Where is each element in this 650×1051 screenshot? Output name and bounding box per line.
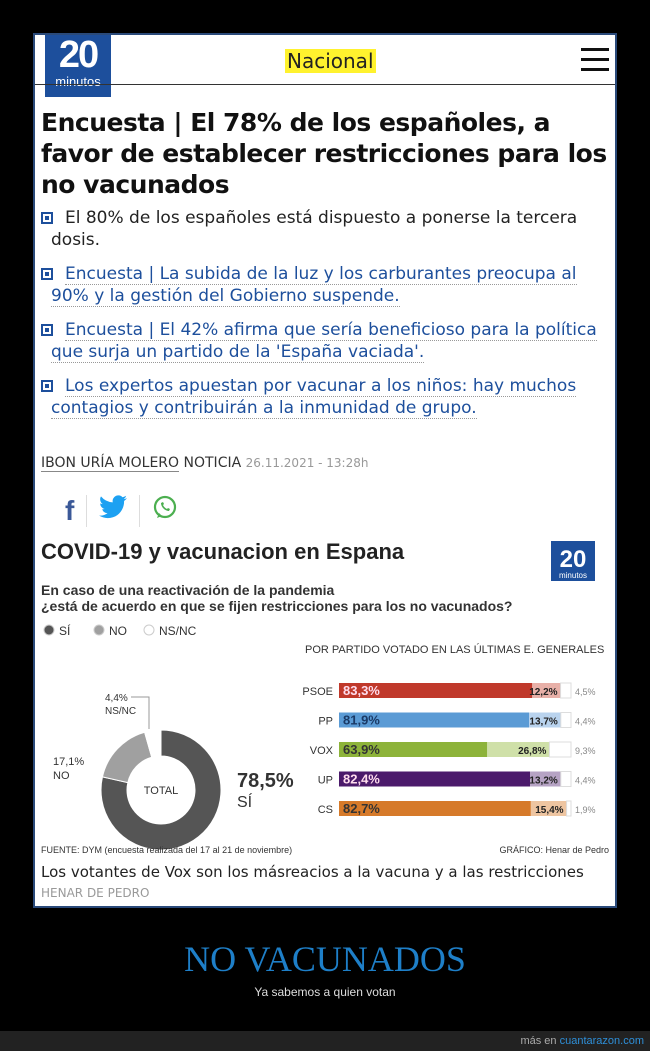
- whatsapp-icon[interactable]: [140, 495, 190, 527]
- bar-si: [339, 683, 533, 698]
- bar-si-label: 83,3%: [343, 683, 380, 698]
- bullet-icon: [41, 268, 53, 280]
- bar-nsnc-label: 4,4%: [575, 776, 596, 786]
- site-link[interactable]: cuantarazon.com: [559, 1035, 644, 1047]
- chart-source: FUENTE: DYM (encuesta realizada del 17 a…: [41, 845, 292, 855]
- meme-title: NO VACUNADOS: [184, 939, 466, 979]
- bar-si-label: 81,9%: [343, 713, 380, 728]
- bullet-icon: [41, 380, 53, 392]
- total-no-value: 17,1%: [53, 756, 84, 768]
- byline: IBON URÍA MOLERO NOTICIA 26.11.2021 - 13…: [41, 455, 369, 472]
- bar-no-label: 13,7%: [529, 717, 557, 728]
- related-item[interactable]: Los expertos apuestan por vacunar a los …: [41, 375, 616, 419]
- article-panel: 20 minutos Nacional Encuesta | El 78% de …: [33, 33, 617, 908]
- bar-category: CS: [318, 804, 333, 816]
- chart-logo-number: 20: [560, 546, 587, 573]
- bar-no: [529, 712, 561, 728]
- bar-si: [339, 771, 531, 787]
- bar-si-label: 82,7%: [343, 801, 380, 816]
- legend-label: NS/NC: [159, 624, 197, 638]
- image-caption: Los votantes de Vox son los másreacios a…: [41, 863, 584, 900]
- article-title: Encuesta | El 78% de los españoles, a fa…: [41, 108, 607, 199]
- bar-no-label: 15,4%: [535, 805, 563, 816]
- bar-no-label: 12,2%: [529, 687, 557, 698]
- chart-credit: GRÁFICO: Henar de Pedro: [499, 845, 609, 855]
- infographic-chart: COVID-19 y vacunacion en Espana 20minutos…: [41, 539, 609, 855]
- bar-si: [339, 742, 488, 757]
- bar-category: VOX: [310, 745, 334, 757]
- bullet-icon: [41, 324, 53, 336]
- related-link[interactable]: Encuesta | El 42% afirma que sería benef…: [51, 320, 597, 363]
- chart-subtitle-line: ¿está de acuerdo en que se fijen restric…: [41, 598, 513, 614]
- related-text: El 80% de los españoles está dispuesto a…: [51, 208, 578, 250]
- bar-nsnc-label: 9,3%: [575, 746, 596, 756]
- bars-title: POR PARTIDO VOTADO EN LAS ÚLTIMAS E. GEN…: [305, 643, 604, 656]
- chart-logo-word: minutos: [559, 571, 587, 580]
- bar-nsnc-label: 4,5%: [575, 687, 596, 697]
- total-si-value: 78,5%: [237, 770, 294, 792]
- bar-si: [339, 801, 531, 816]
- nsnc-leader-line: [131, 696, 150, 729]
- bar-nsnc: [560, 682, 572, 699]
- bar-no-label: 26,8%: [518, 746, 546, 757]
- total-no-label: NO: [53, 770, 70, 782]
- bar-si-label: 82,4%: [343, 772, 380, 787]
- bar-no: [530, 801, 567, 816]
- related-link[interactable]: Los expertos apuestan por vacunar a los …: [51, 376, 577, 419]
- related-list: El 80% de los españoles está dispuesto a…: [41, 207, 616, 431]
- donut-slice: [100, 729, 222, 851]
- bar-no: [530, 771, 561, 787]
- bar-category: PP: [318, 716, 333, 728]
- related-item: El 80% de los españoles está dispuesto a…: [41, 207, 616, 251]
- bar-nsnc: [566, 800, 572, 817]
- chart-subtitle-line: En caso de una reactivación de la pandem…: [41, 582, 335, 598]
- related-item[interactable]: Encuesta | La subida de la luz y los car…: [41, 263, 616, 307]
- bar-si-label: 63,9%: [343, 742, 380, 757]
- legend-swatch: [143, 624, 155, 636]
- donut-slice: [144, 729, 162, 758]
- hamburger-icon[interactable]: [581, 48, 609, 78]
- share-bar: f: [53, 495, 190, 527]
- legend-label: SÍ: [59, 623, 71, 638]
- bar-nsnc: [560, 771, 572, 787]
- donut-center-label: TOTAL: [144, 785, 178, 797]
- total-nsnc-value: 4,4%: [105, 693, 128, 704]
- legend-swatch: [93, 624, 105, 636]
- meme-subtitle: Ya sabemos a quien votan: [254, 985, 396, 999]
- bullet-icon: [41, 212, 53, 224]
- related-item[interactable]: Encuesta | El 42% afirma que sería benef…: [41, 319, 616, 363]
- donut-slice: [101, 731, 153, 784]
- bar-no-label: 13,2%: [529, 776, 557, 787]
- bar-category: UP: [318, 775, 333, 787]
- header-divider: [35, 84, 615, 85]
- bar-category: PSOE: [302, 686, 333, 698]
- facebook-icon[interactable]: f: [53, 495, 88, 527]
- bar-nsnc-label: 4,4%: [575, 717, 596, 727]
- site-logo[interactable]: 20 minutos: [45, 35, 111, 97]
- bar-nsnc: [548, 741, 572, 758]
- bar-nsnc-label: 1,9%: [575, 805, 596, 815]
- legend-swatch: [43, 624, 55, 636]
- footer-bar: más en cuantarazon.com: [0, 1031, 650, 1051]
- related-link[interactable]: Encuesta | La subida de la luz y los car…: [51, 264, 577, 307]
- section-label[interactable]: Nacional: [285, 49, 376, 73]
- chart-title: COVID-19 y vacunacion en Espana: [41, 539, 405, 564]
- bar-no: [487, 742, 550, 757]
- twitter-icon[interactable]: [87, 495, 141, 527]
- total-si-label: SÍ: [237, 792, 253, 811]
- bar-no: [532, 683, 561, 698]
- bar-nsnc: [560, 712, 572, 728]
- total-nsnc-label: NS/NC: [105, 706, 136, 717]
- legend-label: NO: [109, 624, 127, 638]
- author-link[interactable]: IBON URÍA MOLERO: [41, 455, 180, 472]
- chart-logo: [551, 541, 595, 581]
- bar-si: [339, 712, 530, 728]
- date: 26.11.2021 - 13:28h: [245, 456, 369, 470]
